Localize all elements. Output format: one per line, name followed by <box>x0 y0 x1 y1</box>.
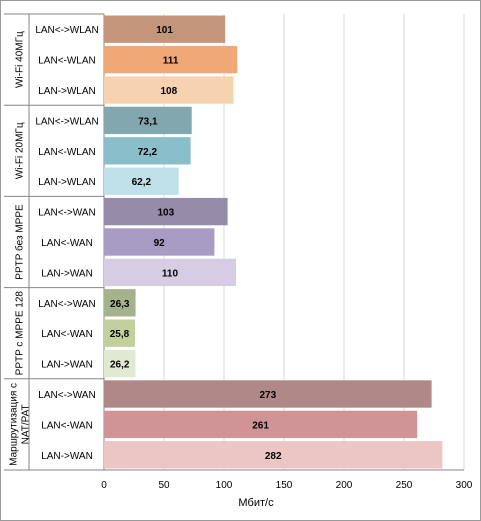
bar <box>104 106 192 135</box>
bar-layer <box>104 15 443 469</box>
x-tick-label: 100 <box>216 480 233 491</box>
bar <box>104 410 418 439</box>
bar <box>104 137 191 165</box>
bar <box>104 319 135 347</box>
data-label: 273 <box>259 390 276 401</box>
group-label-line: Wi-Fi 20МГц <box>15 122 26 179</box>
x-tick-label: 250 <box>396 480 413 491</box>
label-layer: 0 50 100 150 200 250 300 Wi-Fi 40МГц 101 LAN<->WL… <box>9 25 473 491</box>
bar <box>104 76 234 104</box>
category-label: LAN->WAN <box>41 360 93 371</box>
data-label: 62,2 <box>132 177 152 188</box>
group-label-line: PPTP с MPPE 128 <box>15 291 26 376</box>
category-label: LAN<-WLAN <box>38 147 96 158</box>
category-label: LAN->WLAN <box>38 86 96 97</box>
x-tick-label: 150 <box>276 480 293 491</box>
bar <box>104 15 226 43</box>
data-label: 26,2 <box>110 360 130 371</box>
x-tick-label: 0 <box>101 480 107 491</box>
category-label: LAN<->WAN <box>38 390 95 401</box>
x-axis-title: Мбит/с <box>238 497 274 509</box>
category-label: LAN->WLAN <box>38 177 96 188</box>
group-label: PPTP с MPPE 128 <box>15 291 26 376</box>
data-label: 72,2 <box>138 147 158 158</box>
data-label: 101 <box>156 25 173 36</box>
bar <box>104 228 215 256</box>
group-label: Маршрутизация сNAT/PAT <box>9 383 32 466</box>
bar <box>104 167 179 195</box>
data-label: 282 <box>265 451 282 462</box>
category-label: LAN<->WLAN <box>35 25 98 36</box>
group-label: Wi-Fi 20МГц <box>15 122 26 179</box>
bar <box>104 197 228 226</box>
data-label: 73,1 <box>138 116 158 127</box>
category-label: LAN<->WLAN <box>35 116 98 127</box>
bar <box>104 45 238 74</box>
category-label: LAN<->WAN <box>38 208 95 219</box>
bar <box>104 441 443 469</box>
category-label: LAN<-WLAN <box>38 56 96 67</box>
category-label: LAN<-WAN <box>41 329 93 340</box>
data-label: 92 <box>154 238 166 249</box>
category-label: LAN->WAN <box>41 451 93 462</box>
bar <box>104 289 136 317</box>
data-label: 103 <box>157 208 174 219</box>
bar <box>104 349 136 378</box>
bar <box>104 258 236 287</box>
data-label: 110 <box>162 268 179 279</box>
bar <box>104 380 432 408</box>
group-label-line: Wi-Fi 40МГц <box>15 31 26 88</box>
category-label: LAN->WAN <box>41 268 93 279</box>
group-label: Wi-Fi 40МГц <box>15 31 26 88</box>
x-tick-label: 200 <box>336 480 353 491</box>
data-label: 111 <box>163 56 179 67</box>
category-label: LAN<->WAN <box>38 299 95 310</box>
group-label-line: Маршрутизация с <box>9 383 20 466</box>
data-label: 108 <box>160 86 177 97</box>
data-label: 261 <box>252 420 269 431</box>
category-label: LAN<-WAN <box>41 238 93 249</box>
x-tick-label: 50 <box>158 480 170 491</box>
x-tick-label: 300 <box>456 480 473 491</box>
group-label-line: NAT/PAT <box>21 404 32 444</box>
category-label: LAN<-WAN <box>41 420 93 431</box>
group-label: PPTP без MPPE <box>14 204 26 280</box>
group-label-line: PPTP без MPPE <box>14 204 26 280</box>
data-label: 26,3 <box>110 299 130 310</box>
data-label: 25,8 <box>110 329 130 340</box>
